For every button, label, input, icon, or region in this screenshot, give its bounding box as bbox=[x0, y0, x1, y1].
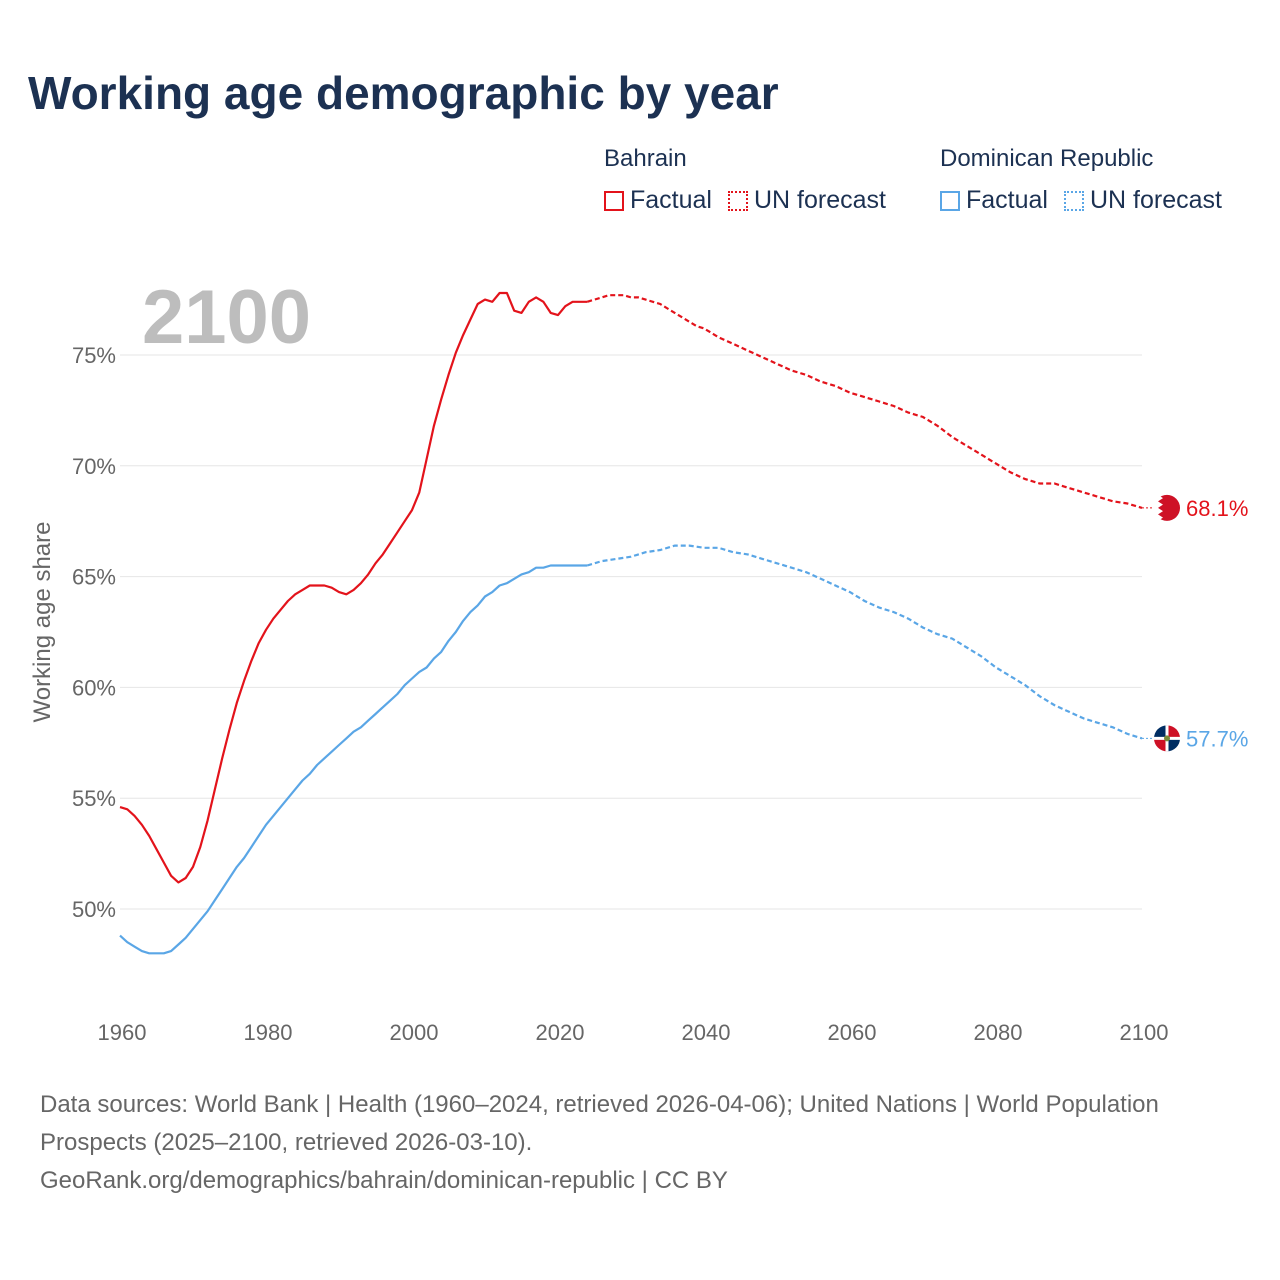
end-label-dominican-republic: 57.7% bbox=[1186, 726, 1248, 751]
dominican-republic-flag-icon bbox=[1154, 725, 1180, 752]
x-tick-label: 2040 bbox=[682, 1020, 731, 1045]
legend-item-dominican-forecast[interactable]: UN forecast bbox=[1063, 186, 1222, 215]
legend-item-bahrain-forecast[interactable]: UN forecast bbox=[727, 186, 886, 215]
legend-group-bahrain: Bahrain Factual UN forecast bbox=[604, 144, 886, 215]
x-tick-label: 1980 bbox=[244, 1020, 293, 1045]
legend-item-bahrain-factual[interactable]: Factual bbox=[604, 186, 712, 215]
year-watermark: 2100 bbox=[142, 275, 311, 360]
x-tick-label: 2060 bbox=[828, 1020, 877, 1045]
legend-label: Factual bbox=[966, 186, 1048, 214]
end-markers: 68.1% 57.7% bbox=[1142, 494, 1248, 752]
series-line-dominican-republic-forecast bbox=[586, 544, 1143, 740]
x-tick-label: 2100 bbox=[1120, 1020, 1169, 1045]
legend-group-dominican-republic: Dominican Republic Factual UN forecast bbox=[940, 144, 1222, 215]
legend-label: Factual bbox=[630, 186, 712, 214]
series-line-bahrain-factual bbox=[119, 291, 588, 884]
y-axis-label: Working age share bbox=[29, 522, 56, 723]
y-tick-label: 50% bbox=[72, 897, 116, 922]
legend-group-name: Dominican Republic bbox=[940, 145, 1154, 172]
series-line-dominican-republic-factual bbox=[119, 564, 588, 955]
series-layer bbox=[119, 291, 1143, 955]
legend-label: UN forecast bbox=[1089, 186, 1222, 214]
chart-title: Working age demographic by year bbox=[28, 67, 779, 119]
bahrain-flag-icon bbox=[1154, 494, 1180, 521]
data-sources: Data sources: World Bank | Health (1960–… bbox=[40, 1091, 1159, 1156]
grid-layer: 50% 55% 60% 65% 70% 75% bbox=[72, 343, 1142, 922]
x-tick-label: 2080 bbox=[974, 1020, 1023, 1045]
legend-swatch-dotted bbox=[1063, 190, 1084, 211]
legend-item-dominican-factual[interactable]: Factual bbox=[940, 186, 1048, 215]
legend-swatch-solid bbox=[604, 190, 624, 211]
x-tick-label: 2020 bbox=[536, 1020, 585, 1045]
y-tick-label: 60% bbox=[72, 675, 116, 700]
legend-swatch-solid bbox=[940, 190, 960, 211]
legend-label: UN forecast bbox=[753, 186, 886, 214]
x-axis-ticks: 1960 1980 2000 2020 2040 2060 2080 2100 bbox=[98, 1020, 1169, 1045]
end-label-bahrain: 68.1% bbox=[1186, 496, 1248, 521]
footer: Data sources: World Bank | Health (1960–… bbox=[40, 1086, 1240, 1200]
credit-link[interactable]: GeoRank.org/demographics/bahrain/dominic… bbox=[40, 1167, 728, 1194]
y-tick-label: 65% bbox=[72, 565, 116, 590]
y-tick-label: 70% bbox=[72, 454, 116, 479]
y-tick-label: 75% bbox=[72, 343, 116, 368]
y-tick-label: 55% bbox=[72, 786, 116, 811]
legend-group-name: Bahrain bbox=[604, 145, 687, 172]
x-tick-label: 2000 bbox=[390, 1020, 439, 1045]
series-line-bahrain-forecast bbox=[586, 294, 1143, 509]
x-tick-label: 1960 bbox=[98, 1020, 147, 1045]
legend-swatch-dotted bbox=[727, 190, 748, 211]
